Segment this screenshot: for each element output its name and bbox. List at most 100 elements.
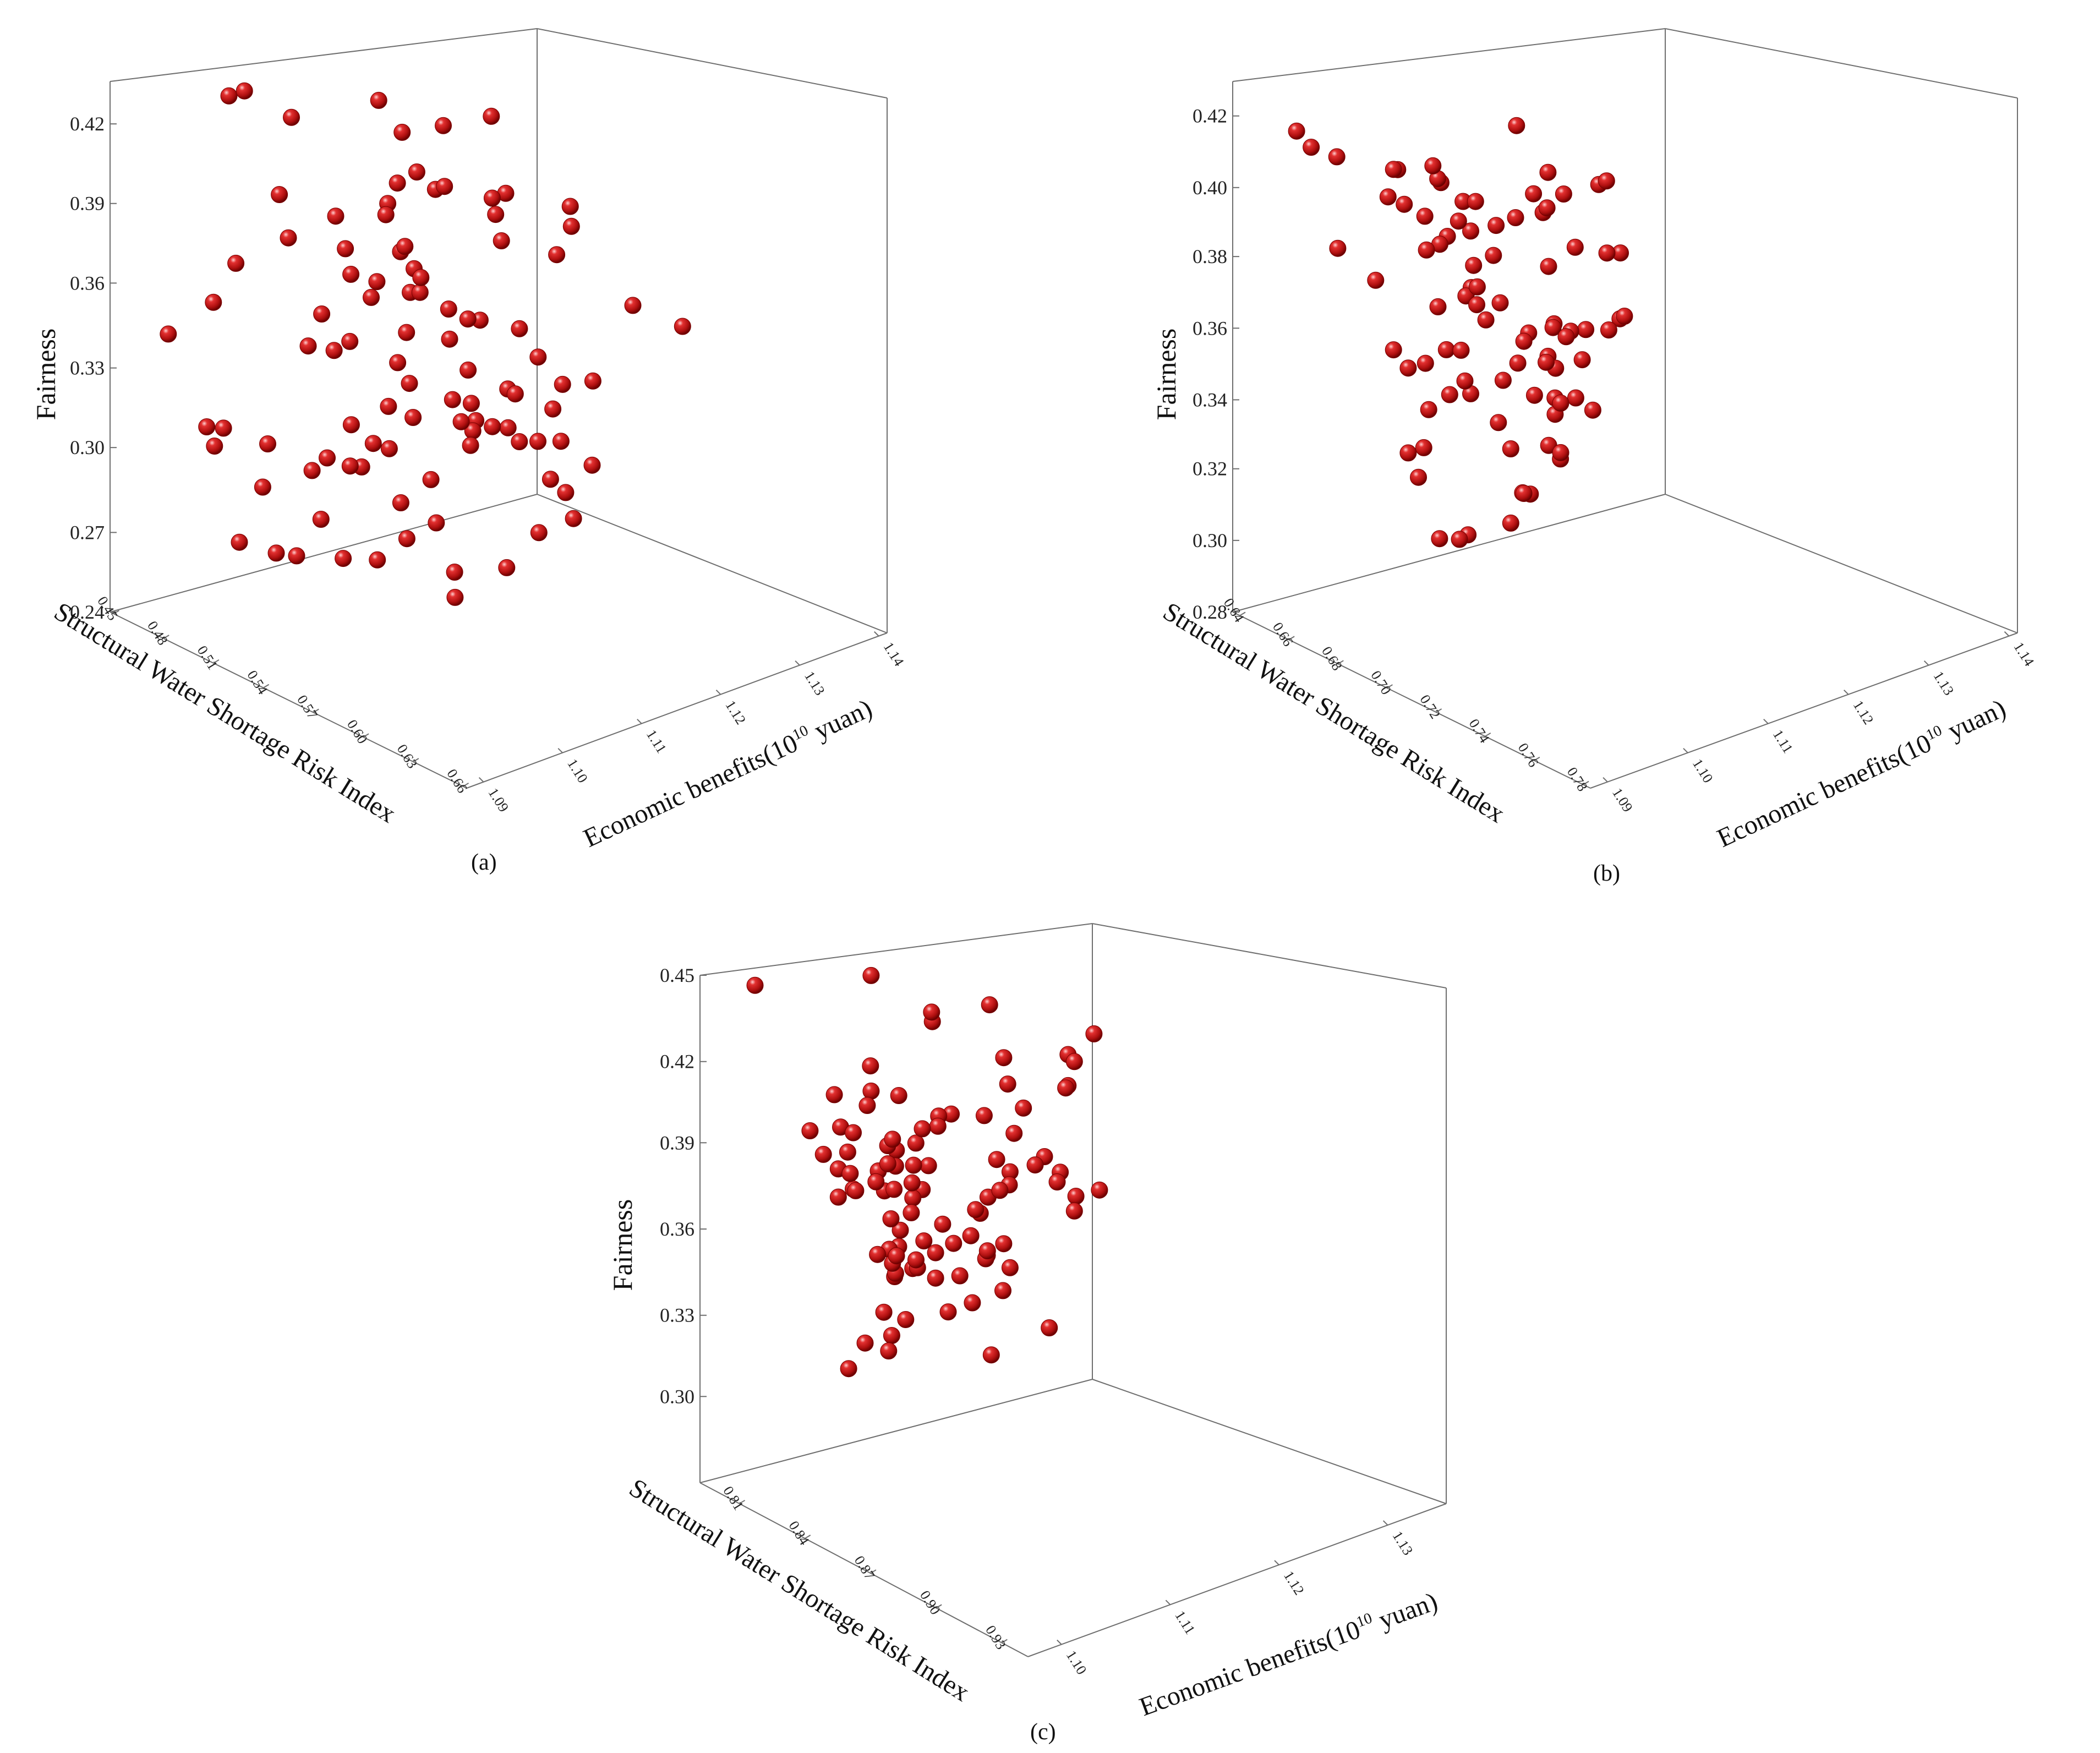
data-point [1303, 139, 1320, 156]
economic-tick-mark [715, 689, 721, 695]
data-point [364, 435, 382, 452]
fairness-tick-label: 0.33 [70, 357, 105, 379]
data-point [380, 397, 397, 415]
fairness-tick-label: 0.30 [660, 1385, 694, 1407]
economic-benefits-label-main: Economic benefits(10 [579, 728, 802, 853]
risk-index-tick-mark [113, 610, 119, 615]
data-point [1494, 372, 1512, 389]
data-point [967, 1201, 985, 1219]
data-point [927, 1269, 944, 1287]
data-point [557, 484, 575, 501]
data-point [283, 108, 300, 126]
data-point [499, 419, 517, 436]
panel-b: 0.280.300.320.340.360.380.400.42 0.640.6… [1151, 28, 2037, 886]
data-point [988, 1151, 1005, 1168]
risk-index-tick-label: 0.90 [917, 1588, 944, 1618]
data-point [845, 1124, 862, 1142]
data-point [1001, 1259, 1019, 1276]
data-point [1485, 247, 1502, 264]
data-point [1552, 444, 1569, 461]
data-point [1005, 1124, 1023, 1142]
data-point [396, 238, 414, 255]
data-point [929, 1117, 947, 1135]
risk-index-tick-mark [313, 708, 319, 713]
box-frame [1232, 28, 2018, 789]
data-point [368, 273, 386, 291]
data-point [1598, 172, 1615, 190]
data-point [1329, 239, 1347, 257]
data-point [982, 1346, 1000, 1364]
data-point [1067, 1188, 1085, 1205]
risk-index-tick-mark [1386, 684, 1393, 689]
data-point [1418, 241, 1435, 259]
data-point [529, 348, 547, 366]
fairness-tick-label: 0.45 [660, 964, 694, 986]
panel-c: 0.30 0.33 0.36 0.39 0.42 0.45 0.81 0.84 0.87 0.9… [607, 923, 1447, 1745]
data-point [561, 198, 579, 215]
data-point [1502, 440, 1519, 457]
risk-index-tick-mark [1583, 780, 1589, 785]
data-point [198, 418, 216, 435]
panel-label-c: (c) [1030, 1719, 1056, 1745]
data-point [1515, 332, 1533, 350]
data-point [327, 207, 344, 225]
data-point [903, 1174, 921, 1192]
data-point [542, 471, 559, 488]
data-point [392, 494, 409, 511]
data-point [856, 1334, 874, 1352]
data-point [1399, 359, 1417, 377]
economic-tick-label: 1.12 [1281, 1568, 1308, 1598]
economic-tick-mark [1274, 1560, 1279, 1565]
data-point [978, 1242, 996, 1260]
data-point [313, 305, 331, 323]
data-point [883, 1327, 900, 1344]
data-point [341, 457, 359, 475]
fairness-tick-label: 0.38 [1193, 245, 1227, 267]
risk-index-axis-label: Structural Water Shortage Risk Index [624, 1473, 975, 1707]
data-point [1538, 353, 1555, 371]
data-point [903, 1204, 920, 1221]
data-point [839, 1143, 856, 1161]
data-point [511, 320, 528, 337]
economic-tick-label: 1.09 [1609, 785, 1636, 815]
data-point [1540, 258, 1557, 275]
data-point [1509, 354, 1527, 372]
data-point [814, 1145, 832, 1163]
data-point [483, 107, 500, 125]
economic-benefits-label-unit: yuan) [1369, 1587, 1441, 1637]
data-point [483, 189, 501, 207]
data-point [1091, 1181, 1108, 1199]
data-point [435, 117, 452, 134]
data-point [530, 524, 548, 542]
data-point [227, 254, 245, 272]
data-point [404, 409, 422, 426]
data-point [1288, 122, 1305, 140]
risk-index-tick-label: 0.57 [294, 692, 321, 722]
data-point [259, 435, 276, 452]
data-point [389, 354, 407, 372]
data-point [459, 310, 477, 328]
data-point [914, 1120, 931, 1138]
data-point [325, 342, 343, 359]
data-point [299, 337, 317, 355]
data-point [436, 178, 453, 195]
data-point [1538, 199, 1556, 217]
data-point [398, 324, 415, 341]
risk-index-tick-mark [1288, 636, 1295, 641]
data-point [1065, 1053, 1083, 1071]
fairness-tick-label: 0.42 [660, 1051, 694, 1073]
data-point [1544, 319, 1562, 336]
data-point [319, 449, 336, 467]
data-point [1477, 311, 1495, 329]
fairness-axis-label: Fairness [30, 329, 61, 420]
data-point [1437, 341, 1455, 358]
fairness-tick-label: 0.24 [70, 601, 105, 623]
data-point [236, 82, 253, 100]
data-point [995, 1049, 1013, 1067]
data-point [995, 1235, 1013, 1253]
risk-index-tick-mark [1485, 732, 1491, 737]
data-point [231, 533, 248, 551]
data-point [1420, 401, 1437, 418]
data-point [1328, 148, 1346, 166]
risk-index-tick-mark [213, 659, 220, 664]
